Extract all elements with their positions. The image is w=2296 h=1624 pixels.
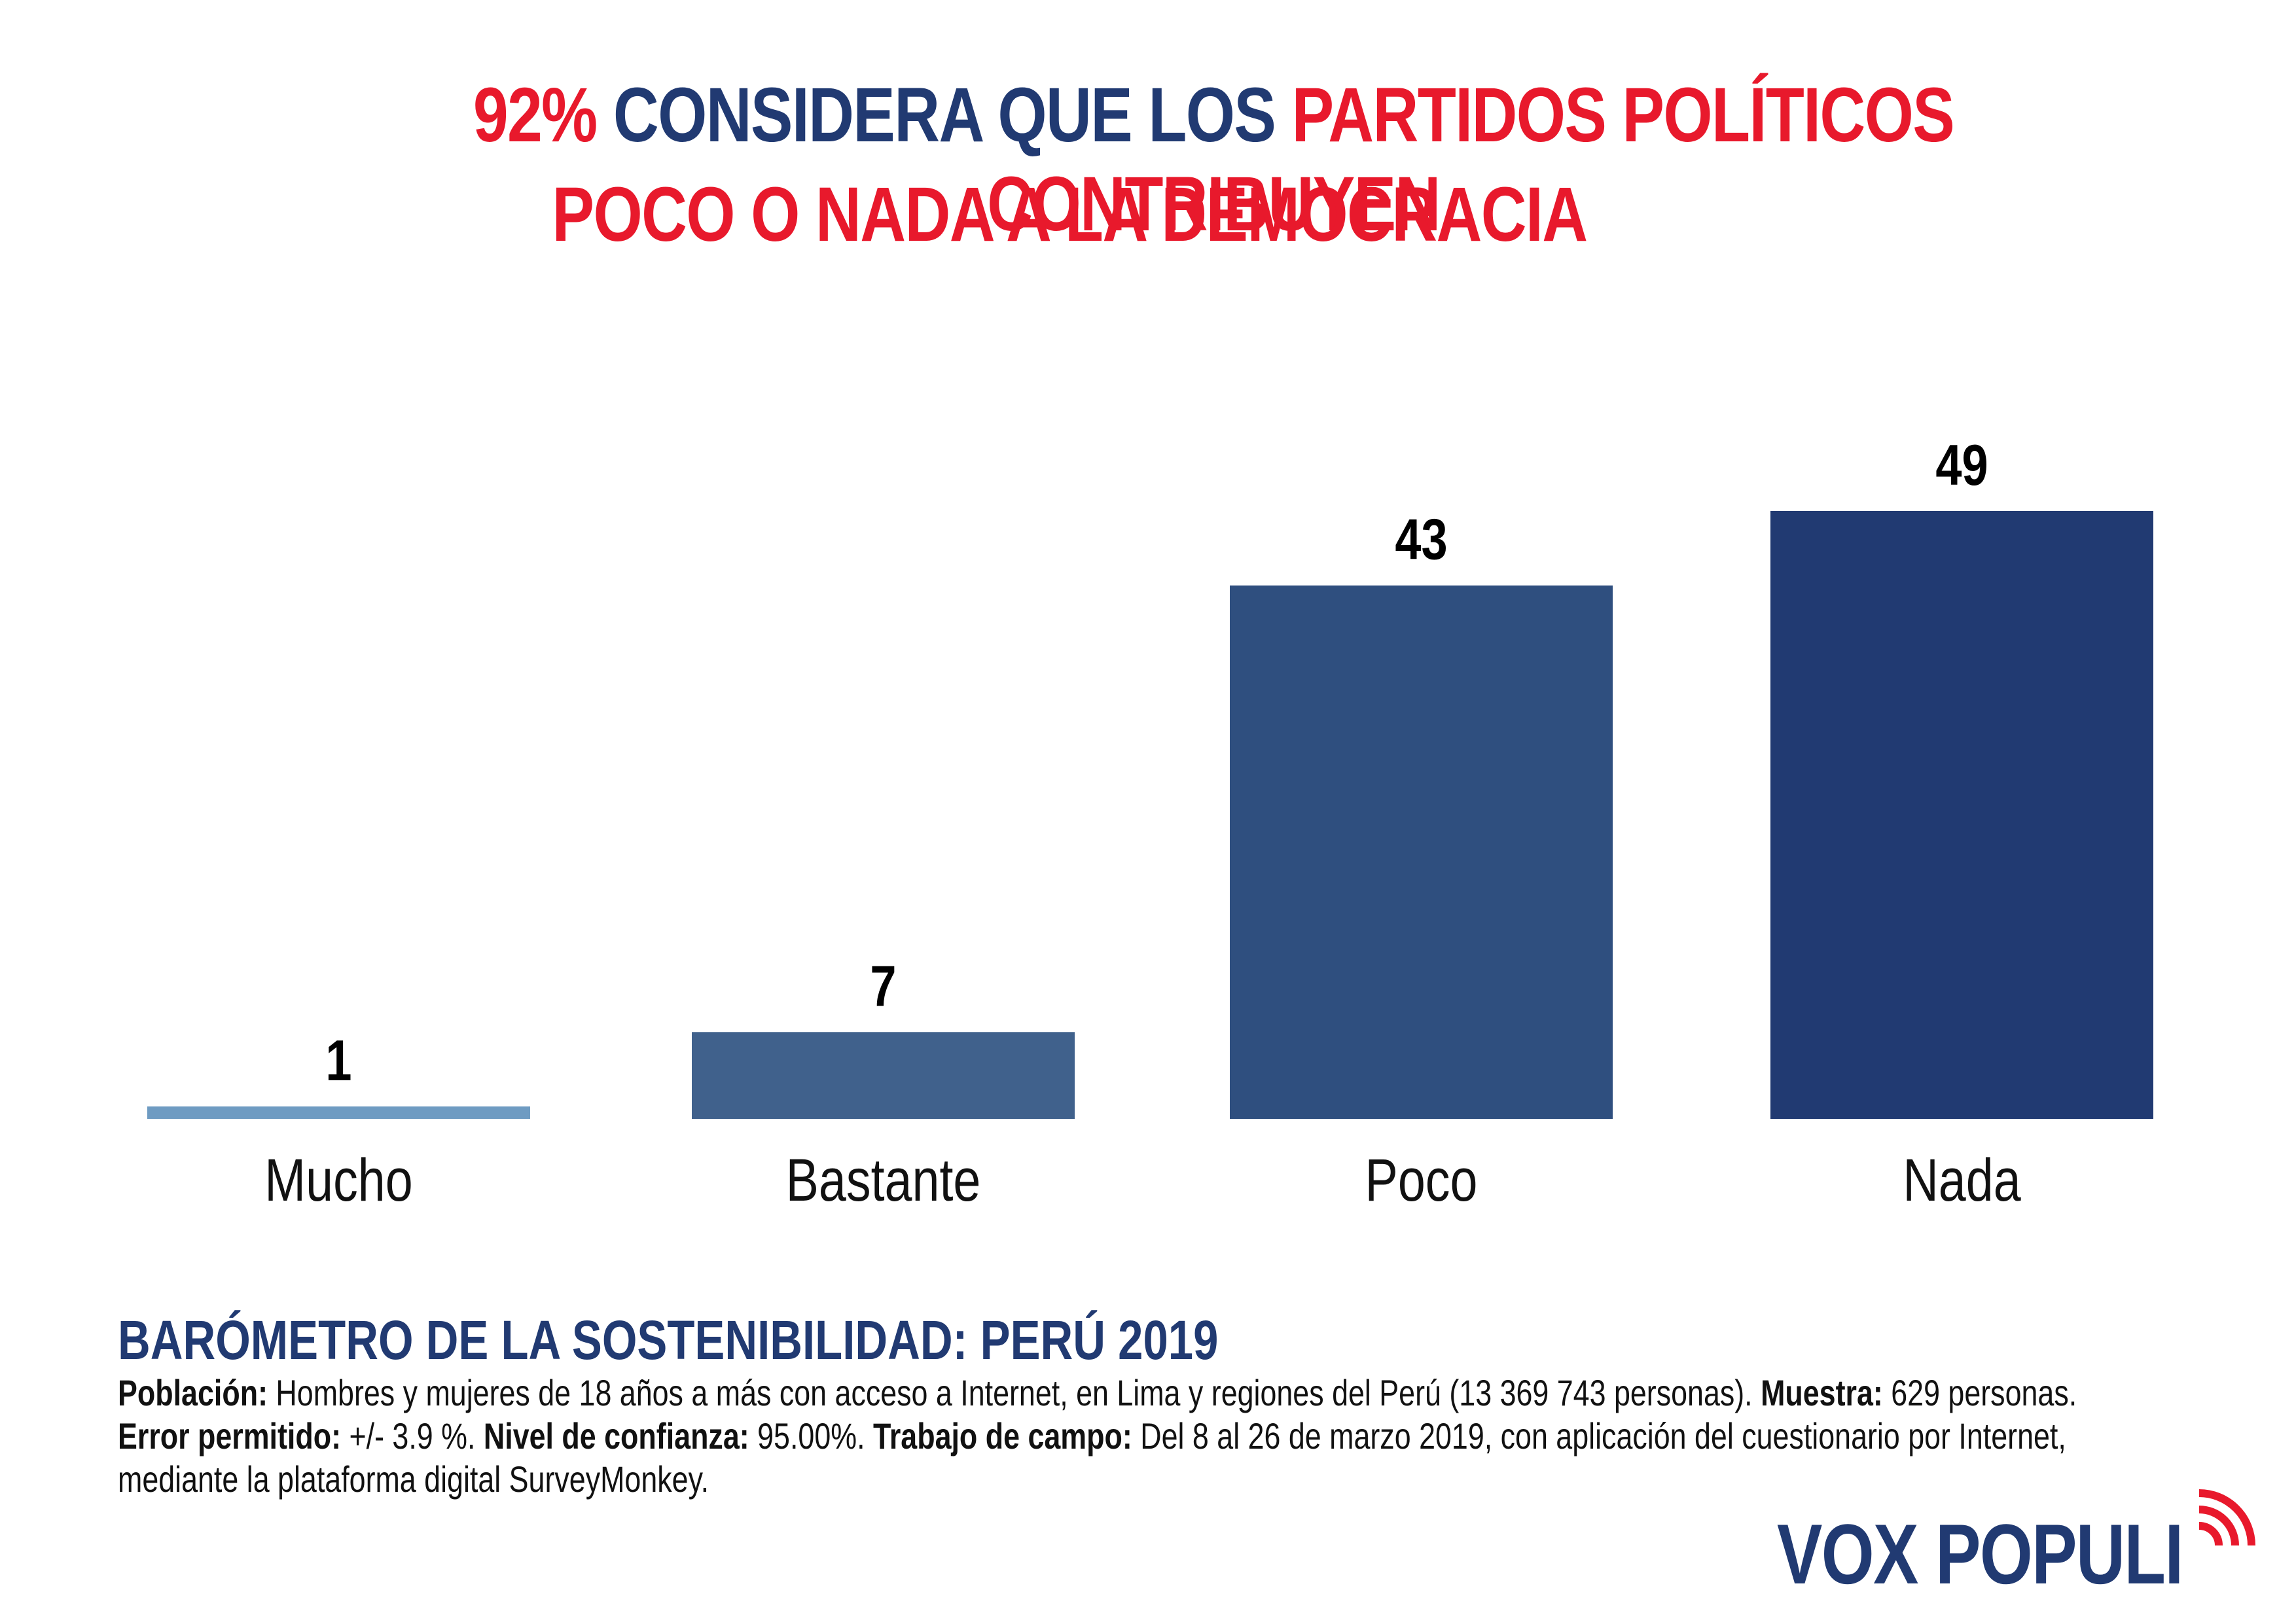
chart-title-line-2: POCO O NADA A LA DEMOCRACIA [552,171,1588,258]
value-poblacion: Hombres y mujeres de 18 años a más con a… [267,1372,1761,1413]
bar-nada [1770,511,2153,1119]
category-label-poco: Poco [1365,1146,1478,1214]
value-label-nada: 49 [1935,433,1988,497]
bar-chart: 1 Mucho 7 Bastante 43 Poco 49 Nada [147,433,2153,1214]
bar-bastante [692,1032,1075,1119]
label-campo: Trabajo de campo: [872,1415,1132,1456]
broadcast-waves-icon [2198,1489,2255,1546]
title-percent: 92% [473,72,613,158]
title-middle: CONSIDERA QUE LOS [613,72,1292,158]
bar-mucho [147,1106,530,1119]
value-label-poco: 43 [1395,508,1447,572]
footer-line-error: Error permitido: +/- 3.9 %. Nivel de con… [118,1415,2066,1457]
footer-line-population: Población: Hombres y mujeres de 18 años … [118,1371,2077,1414]
footer-title: BARÓMETRO DE LA SOSTENIBILIDAD: PERÚ 201… [118,1309,1219,1371]
title-highlight: PARTIDOS POLÍTICOS CONTRIBUYEN [987,72,1955,247]
value-campo: Del 8 al 26 de marzo 2019, con aplicació… [1132,1415,2066,1456]
chart-title-line-1: 92% CONSIDERA QUE LOS PARTIDOS POLÍTICOS… [272,71,2155,249]
category-label-mucho: Mucho [264,1146,412,1214]
footer-line-method: mediante la plataforma digital SurveyMon… [118,1458,709,1500]
label-confianza: Nivel de confianza: [483,1415,749,1456]
value-label-mucho: 1 [325,1029,351,1093]
label-muestra: Muestra: [1761,1372,1883,1413]
value-muestra: 629 personas. [1882,1372,2077,1413]
vox-populi-logo: VOX POPULI [1777,1506,2183,1602]
bar-poco [1230,585,1613,1119]
label-error: Error permitido: [118,1415,342,1456]
category-label-bastante: Bastante [786,1146,981,1214]
label-poblacion: Población: [118,1372,268,1413]
value-confianza: 95.00%. [749,1415,873,1456]
category-label-nada: Nada [1903,1146,2021,1214]
value-error: +/- 3.9 %. [341,1415,484,1456]
value-label-bastante: 7 [870,955,896,1019]
